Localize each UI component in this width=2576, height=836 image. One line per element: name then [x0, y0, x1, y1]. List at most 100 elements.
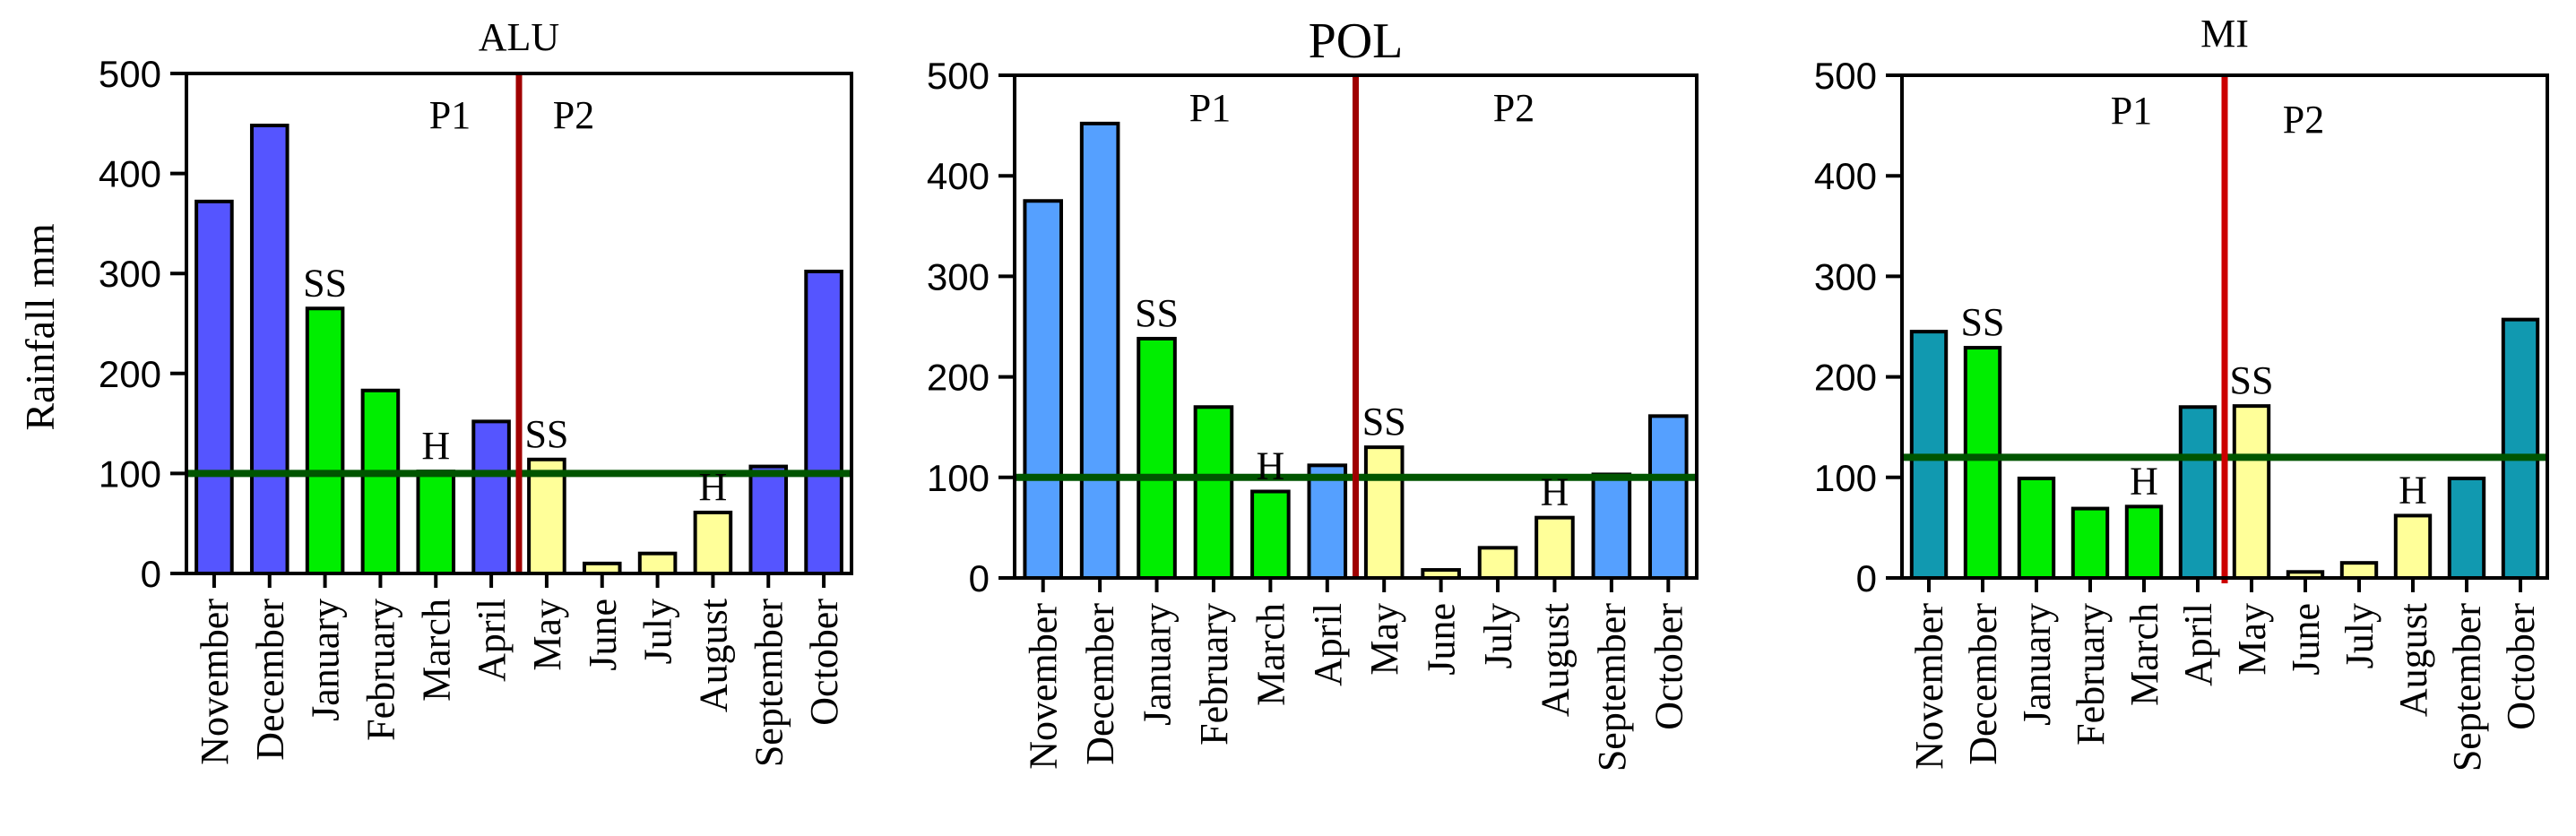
x-category-label: September	[2445, 603, 2489, 772]
x-category-label: December	[1078, 603, 1122, 765]
bar-november	[1023, 199, 1064, 580]
bar-august	[693, 510, 733, 576]
y-tick-label: 300	[99, 253, 161, 295]
bar-october	[804, 269, 843, 575]
x-category-label: March	[1249, 603, 1292, 706]
chart-title: ALU	[479, 15, 559, 59]
x-category-label: August	[2391, 603, 2435, 717]
y-tick-label: 300	[927, 255, 990, 297]
bar-july	[637, 551, 678, 575]
bar-july	[1477, 546, 1518, 581]
bar-october	[1647, 414, 1689, 580]
y-tick-label: 300	[1814, 255, 1877, 297]
period-label-p2: P2	[553, 93, 594, 137]
bar-december	[1079, 121, 1120, 581]
chart-pol: POL 0 100 200 300 400 500 P1 P2 SS H SS H November Dec…	[927, 13, 1699, 772]
y-tick-label: 500	[927, 55, 990, 97]
y-tick-label: 400	[99, 153, 161, 195]
plot-frame	[185, 72, 853, 575]
x-category-label: March	[2122, 603, 2166, 706]
x-category-label: July	[636, 599, 680, 664]
annotation-h: H	[1541, 470, 1569, 514]
x-category-label: September	[747, 599, 791, 768]
x-category-label: October	[2499, 603, 2543, 730]
x-category-label: November	[1022, 603, 1066, 770]
bar-may	[2232, 404, 2271, 580]
x-category-label: January	[304, 599, 348, 721]
y-axis-label: Rainfall mm	[17, 223, 63, 430]
x-category-label: September	[1590, 603, 1634, 772]
annotation-h: H	[2399, 468, 2427, 512]
bar-september	[2447, 476, 2486, 580]
x-category-label: April	[2176, 603, 2220, 686]
x-category-label: October	[802, 599, 846, 726]
annotation-ss: SS	[1362, 400, 1406, 444]
bar-august	[2393, 513, 2433, 580]
x-category-label: May	[525, 599, 569, 671]
bar-april	[2178, 405, 2217, 581]
bar-march	[1250, 489, 1291, 580]
x-category-label: June	[581, 599, 625, 671]
x-category-label: February	[1192, 603, 1236, 746]
x-category-label: April	[470, 599, 514, 682]
bar-february	[360, 388, 401, 575]
x-category-label: November	[193, 599, 237, 765]
bar-february	[1193, 405, 1234, 581]
y-tick-label: 100	[1814, 457, 1877, 499]
bar-december	[249, 124, 290, 575]
chart-alu: ALU 0 100 200 300 400 500 P1 P2 SS H SS H November Dec…	[99, 15, 853, 768]
y-tick-label: 500	[99, 53, 161, 95]
chart-mi: MI 0 100 200 300 400 500 P1 P2 SS H SS H November Dece…	[1814, 12, 2549, 772]
x-category-label: April	[1306, 603, 1350, 686]
bar-january	[2017, 476, 2056, 580]
x-category-label: May	[2230, 603, 2274, 676]
annotation-ss: SS	[303, 261, 347, 305]
annotation-ss: SS	[524, 412, 568, 456]
x-category-label: October	[1647, 603, 1690, 730]
bar-february	[2070, 506, 2110, 580]
annotation-h: H	[1256, 444, 1284, 488]
y-tick-label: 0	[141, 553, 161, 595]
bar-november	[194, 199, 234, 576]
y-tick-label: 200	[1814, 357, 1877, 399]
bar-december	[1963, 346, 2002, 580]
period-label-p2: P2	[1493, 86, 1534, 130]
bar-march	[416, 470, 456, 576]
chart-title: POL	[1309, 13, 1404, 69]
x-category-label: June	[2284, 603, 2328, 676]
y-tick-label: 200	[99, 353, 161, 395]
y-tick-label: 0	[969, 557, 990, 599]
x-category-label: June	[1420, 603, 1464, 676]
annotation-h: H	[2130, 459, 2158, 503]
x-category-label: August	[1533, 603, 1577, 717]
period-label-p1: P1	[2111, 89, 2152, 133]
x-category-label: December	[248, 599, 292, 761]
bar-july	[2339, 561, 2379, 580]
bar-september	[1591, 472, 1632, 581]
y-tick-label: 500	[1814, 55, 1877, 97]
plot-frame	[1900, 73, 2549, 580]
period-label-p1: P1	[429, 93, 471, 137]
bar-august	[1534, 515, 1575, 580]
annotation-ss: SS	[1135, 291, 1179, 335]
y-tick-label: 400	[1814, 155, 1877, 197]
annotation-ss: SS	[1961, 300, 2005, 344]
x-category-label: March	[414, 599, 458, 702]
y-tick-label: 0	[1856, 557, 1877, 599]
x-category-label: February	[359, 599, 402, 741]
period-label-p2: P2	[2283, 98, 2324, 142]
annotation-h: H	[421, 424, 450, 468]
x-category-label: December	[1961, 603, 2005, 765]
annotation-h: H	[699, 465, 728, 509]
annotation-ss: SS	[2230, 358, 2274, 402]
x-category-label: July	[2338, 603, 2382, 668]
bar-january	[1137, 336, 1177, 580]
bar-october	[2501, 317, 2540, 580]
x-category-label: February	[2069, 603, 2113, 746]
bar-january	[305, 306, 345, 575]
y-tick-label: 400	[927, 155, 990, 197]
x-category-label: January	[1136, 603, 1180, 726]
y-tick-label: 100	[99, 452, 161, 495]
